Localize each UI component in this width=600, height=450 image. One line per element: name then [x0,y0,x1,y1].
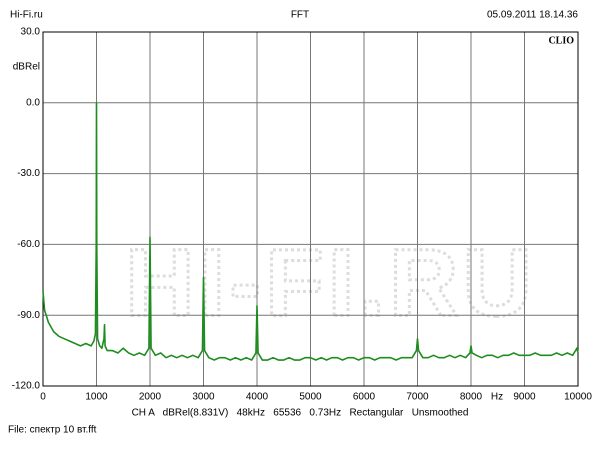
y-tick-label: 30.0 [21,27,41,38]
x-axis-label: Hz [491,392,503,403]
x-tick-label: 0 [40,392,46,403]
y-axis-label: dBRel [13,62,40,73]
plot-frame [42,31,579,387]
x-tick-label: 2000 [139,392,162,403]
x-tick-label: 6000 [353,392,376,403]
info-line: CH A dBRel(8.831V) 48kHz 65536 0.73Hz Re… [132,408,469,419]
x-tick-label: 1000 [85,392,108,403]
y-tick-label: 0.0 [26,97,40,108]
x-tick-label: 8000 [460,392,483,403]
y-tick-label: -30.0 [17,168,40,179]
watermark: HI-FI.RU [125,229,536,336]
file-name: File: спектр 10 вт.fft [8,425,97,436]
x-tick-label: 4000 [246,392,269,403]
x-tick-label: 9000 [513,392,536,403]
y-tick-label: -120.0 [12,381,41,392]
brand: CLIO [548,35,574,46]
header-right: 05.09.2011 18.14.36 [487,10,578,21]
y-tick-label: -60.0 [17,239,40,250]
header-left: Hi-Fi.ru [10,10,43,21]
x-tick-label: 3000 [192,392,215,403]
x-tick-label: 7000 [406,392,429,403]
x-tick-label: 5000 [299,392,322,403]
spectrum-line [42,102,579,361]
chart-title: FFT [291,10,309,21]
y-tick-label: -90.0 [17,310,40,321]
x-tick-label: 10000 [564,392,592,403]
